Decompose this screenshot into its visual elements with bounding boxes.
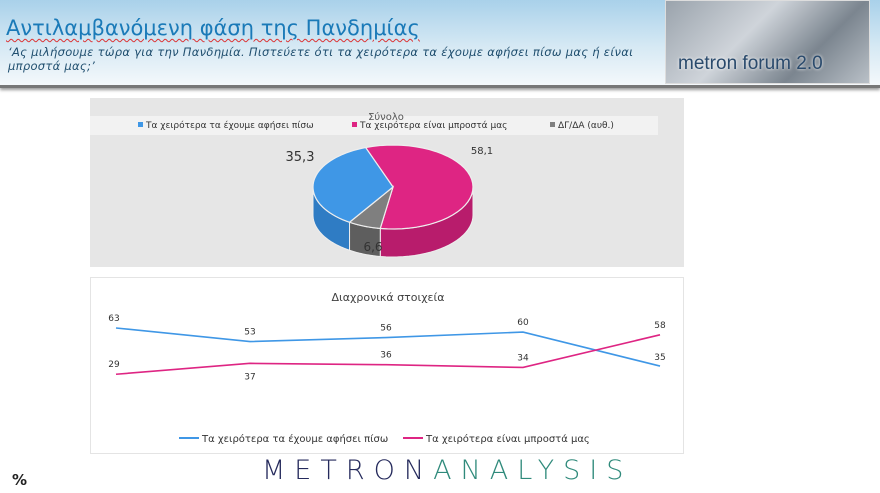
line-data-label: 63 [108, 314, 119, 324]
brand-left: METRON [262, 455, 434, 486]
unit-label: % [12, 471, 28, 489]
logo-text: metron forum 2.0 [678, 53, 823, 74]
metron-forum-logo: metron forum 2.0 [665, 0, 870, 84]
legend-swatch [352, 122, 357, 127]
line-data-label: 34 [517, 353, 529, 363]
line-data-label: 56 [380, 324, 392, 334]
page-title: Αντιλαμβανόμενη φάση της Πανδημίας [6, 16, 420, 40]
metron-analysis-logo: METRONANALYSIS [262, 455, 632, 486]
pie-data-label: 35,3 [286, 150, 315, 165]
legend-swatch [138, 122, 143, 127]
legend-swatch [550, 122, 555, 127]
line-data-label: 29 [108, 360, 120, 370]
line-chart: Διαχρονικά στοιχεία 63 53 56 60 35 29 37 36 34 58… [108, 291, 666, 445]
legend-label: Τα χειρότερα είναι μπροστά μας [425, 433, 590, 445]
question-text: ‘Ας μιλήσουμε τώρα για την Πανδημία. Πισ… [8, 45, 634, 73]
legend-label: Τα χειρότερα τα έχουμε αφήσει πίσω [201, 433, 388, 445]
pie-data-label: 6,6 [363, 240, 382, 254]
pie-slice[interactable] [312, 146, 394, 223]
line-data-label: 36 [380, 351, 392, 361]
line-series [115, 327, 661, 367]
line-data-label: 60 [517, 318, 529, 328]
line-data-label: 37 [244, 372, 255, 382]
line-data-label: 53 [244, 328, 255, 338]
line-data-label: 35 [654, 353, 665, 363]
brand-right: ANALYSIS [433, 455, 633, 486]
line-series [115, 334, 661, 376]
legend-band [90, 116, 658, 135]
line-data-label: 58 [654, 321, 666, 331]
pie-data-label: 58,1 [471, 146, 493, 157]
pie-slice[interactable] [364, 144, 474, 230]
legend-label: Τα χειρότερα είναι μπροστά μας [359, 120, 507, 131]
line-chart-panel: Διαχρονικά στοιχεία 63 53 56 60 35 29 37 36 34 58… [90, 277, 684, 454]
pie-chart: Σύνολο Τα χειρότερα τα έχουμε αφήσει πίσ… [90, 111, 658, 258]
legend-label: ΔΓ/ΔΑ (αυθ.) [558, 121, 614, 131]
line-title: Διαχρονικά στοιχεία [332, 291, 445, 304]
pie-chart-panel: Σύνολο Τα χειρότερα τα έχουμε αφήσει πίσ… [90, 98, 684, 267]
pie-slice[interactable] [348, 185, 395, 230]
header: Αντιλαμβανόμενη φάση της Πανδημίας ‘Ας μ… [0, 0, 880, 88]
pie-title: Σύνολο [368, 111, 404, 123]
legend-label: Τα χειρότερα τα έχουμε αφήσει πίσω [145, 120, 314, 131]
